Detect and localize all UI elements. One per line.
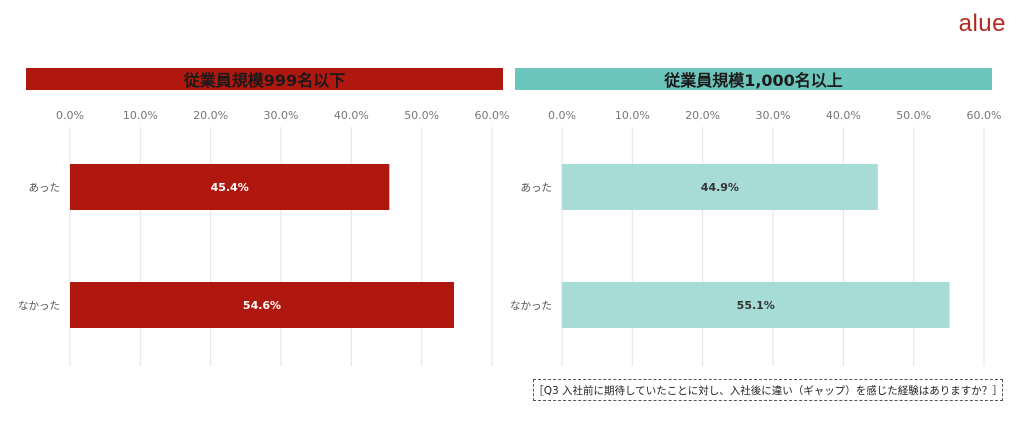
left-tick-label: 30.0% (264, 109, 299, 122)
brand-logo: alue (958, 10, 1006, 37)
left-bar (70, 164, 390, 210)
left-bar (70, 282, 455, 328)
right-category-label: なかった (510, 300, 552, 312)
chart-title-large-companies: 従業員規模1,000名以上 (515, 68, 992, 90)
right-bar (562, 164, 878, 210)
right-tick-label: 20.0% (685, 109, 720, 122)
right-tick-label: 30.0% (756, 109, 791, 122)
left-tick-label: 0.0% (56, 109, 84, 122)
right-tick-label: 60.0% (967, 109, 1002, 122)
right-tick-label: 10.0% (615, 109, 650, 122)
left-tick-label: 10.0% (123, 109, 158, 122)
right-tick-label: 50.0% (896, 109, 931, 122)
left-category-label: なかった (18, 300, 60, 312)
chart-title-small-companies: 従業員規模999名以下 (26, 68, 503, 90)
right-data-label: 44.9% (701, 181, 739, 194)
right-category-label: あった (521, 182, 553, 194)
left-tick-label: 20.0% (193, 109, 228, 122)
survey-question: ［Q3 入社前に期待していたことに対し、入社後に違い（ギャップ）を感じた経験はあ… (533, 379, 1003, 401)
left-tick-label: 50.0% (404, 109, 439, 122)
right-bar (562, 282, 950, 328)
left-category-label: あった (29, 182, 61, 194)
right-data-label: 55.1% (737, 299, 775, 312)
right-tick-label: 0.0% (548, 109, 576, 122)
left-tick-label: 40.0% (334, 109, 369, 122)
right-tick-label: 40.0% (826, 109, 861, 122)
left-tick-label: 60.0% (475, 109, 510, 122)
left-data-label: 54.6% (243, 299, 281, 312)
left-data-label: 45.4% (211, 181, 249, 194)
